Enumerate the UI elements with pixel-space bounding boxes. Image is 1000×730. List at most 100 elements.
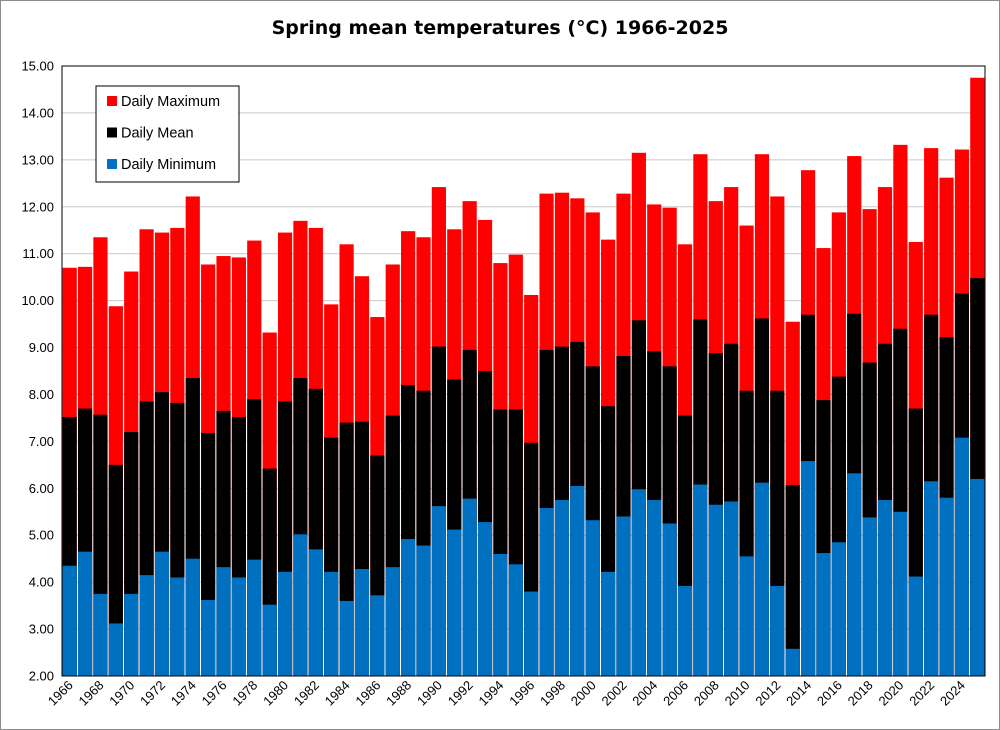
daily-minimum-bar-1986 [370, 595, 385, 676]
daily-minimum-bar-1990 [431, 506, 446, 676]
legend: Daily Maximum Daily Mean Daily Minimum [95, 85, 240, 183]
daily-minimum-bar-2014 [801, 461, 816, 676]
daily-minimum-bar-1977 [231, 577, 246, 676]
legend-swatch [107, 127, 117, 138]
y-tick-label: 6.00 [29, 481, 54, 496]
x-tick-label: 2014 [783, 678, 814, 709]
x-tick-label: 1990 [414, 678, 445, 709]
y-tick-label: 13.00 [21, 152, 54, 167]
daily-minimum-bar-2022 [924, 481, 939, 676]
daily-minimum-bar-1988 [401, 538, 416, 676]
daily-minimum-bar-2011 [754, 482, 770, 676]
daily-minimum-bar-1982 [308, 549, 323, 676]
daily-minimum-bar-1975 [201, 599, 216, 676]
x-tick-label: 1980 [260, 678, 291, 709]
daily-minimum-bar-1980 [277, 571, 293, 676]
daily-minimum-bar-2021 [908, 576, 923, 676]
x-tick-label: 1984 [322, 678, 353, 709]
x-tick-label: 2012 [752, 678, 783, 709]
legend-label: Daily Minimum [121, 157, 216, 173]
x-tick-label: 2022 [906, 678, 937, 709]
legend-swatch [107, 96, 117, 106]
x-tick-label: 2018 [845, 678, 876, 709]
daily-minimum-bar-1966 [62, 565, 77, 676]
daily-minimum-bar-1997 [539, 508, 554, 676]
legend-swatch [107, 159, 117, 169]
daily-minimum-bar-2018 [862, 517, 877, 676]
daily-minimum-bar-2000 [585, 520, 600, 676]
daily-minimum-bar-1999 [570, 485, 585, 676]
x-tick-label: 2002 [599, 678, 630, 709]
daily-minimum-bar-2010 [739, 556, 754, 676]
y-tick-label: 8.00 [29, 387, 54, 402]
daily-minimum-bar-2024 [954, 437, 970, 676]
daily-minimum-bar-1974 [185, 558, 200, 676]
x-tick-label: 2000 [568, 678, 599, 709]
daily-minimum-bar-2005 [662, 523, 677, 676]
x-tick-label: 2004 [629, 678, 660, 709]
daily-minimum-bar-1967 [77, 551, 93, 676]
plot-area-border [61, 65, 986, 677]
daily-minimum-bar-2002 [616, 516, 631, 676]
daily-minimum-bar-1993 [477, 522, 493, 676]
y-tick-label: 10.00 [21, 293, 54, 308]
legend-box [95, 85, 240, 183]
daily-minimum-bar-2012 [770, 585, 785, 676]
daily-minimum-bar-2019 [877, 500, 893, 676]
daily-minimum-bar-1968 [93, 593, 108, 676]
y-tick-label: 4.00 [29, 575, 54, 590]
x-tick-label: 2016 [814, 678, 845, 709]
daily-minimum-bar-2017 [847, 473, 862, 676]
daily-minimum-bar-2023 [939, 497, 954, 676]
x-tick-label: 1974 [168, 678, 199, 709]
daily-minimum-bar-1976 [216, 567, 231, 676]
y-tick-label: 2.00 [29, 669, 54, 684]
y-tick-label: 5.00 [29, 528, 54, 543]
legend-label: Daily Maximum [121, 94, 220, 110]
daily-minimum-bar-2015 [816, 553, 831, 676]
daily-mean-bar-2013 [785, 485, 800, 676]
daily-minimum-bar-1994 [493, 554, 508, 676]
daily-minimum-bar-1978 [247, 559, 262, 676]
y-tick-label: 15.00 [21, 59, 54, 74]
daily-minimum-bar-1998 [554, 500, 570, 676]
daily-minimum-bar-1972 [154, 551, 170, 676]
daily-minimum-bar-1981 [293, 534, 308, 676]
daily-minimum-bar-1992 [462, 498, 477, 676]
daily-minimum-bar-1987 [385, 567, 400, 676]
chart-title: Spring mean temperatures (°C) 1966-2025 [271, 17, 729, 39]
daily-minimum-bar-2008 [708, 504, 723, 676]
legend-label: Daily Mean [121, 126, 194, 142]
daily-minimum-bar-1983 [324, 571, 339, 676]
daily-minimum-bar-2003 [631, 489, 646, 676]
x-tick-label: 2010 [722, 678, 753, 709]
daily-minimum-bar-1984 [339, 600, 354, 676]
x-tick-label: 1972 [137, 678, 168, 709]
x-tick-label: 1986 [352, 678, 383, 709]
x-tick-label: 2024 [937, 678, 968, 709]
y-tick-label: 9.00 [29, 340, 54, 355]
daily-minimum-bar-1989 [416, 545, 431, 676]
x-tick-label: 1976 [199, 678, 230, 709]
daily-minimum-bar-1995 [508, 564, 523, 676]
daily-minimum-bar-1969 [108, 623, 123, 676]
x-tick-label: 2006 [660, 678, 691, 709]
y-tick-label: 14.00 [21, 105, 54, 120]
daily-minimum-bar-1970 [124, 593, 139, 676]
daily-minimum-bar-2009 [724, 501, 739, 676]
daily-minimum-bar-2007 [693, 484, 708, 676]
daily-minimum-bar-2020 [893, 511, 908, 676]
x-tick-label: 1982 [291, 678, 322, 709]
y-tick-label: 3.00 [29, 622, 54, 637]
bars [62, 77, 985, 677]
daily-minimum-bar-1973 [170, 577, 185, 676]
daily-minimum-bar-2001 [601, 571, 616, 676]
x-tick-label: 1996 [506, 678, 537, 709]
daily-minimum-bar-2016 [831, 542, 846, 676]
x-tick-label: 2020 [875, 678, 906, 709]
x-tick-label: 1978 [229, 678, 260, 709]
x-tick-label: 1970 [106, 678, 137, 709]
daily-minimum-bar-2004 [647, 500, 662, 676]
